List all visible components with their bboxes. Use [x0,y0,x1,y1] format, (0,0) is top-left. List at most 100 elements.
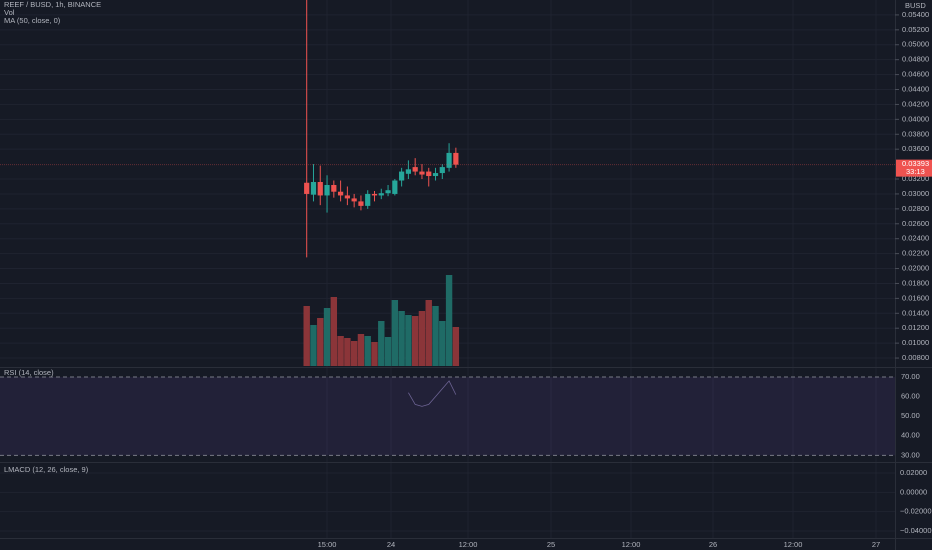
price-tick-label: 0.04200 [902,99,929,108]
price-tick-label: 0.03600 [902,144,929,153]
ma-title: MA (50, close, 0) [4,16,61,25]
volume-bar [303,306,310,366]
volume-bar [398,311,405,366]
last-price-label: 0.03393 [902,159,929,168]
time-label: 12:00 [622,540,641,549]
rsi-title: RSI (14, close) [4,368,54,377]
countdown: 33:13 [906,167,925,176]
volume-bar [405,315,412,366]
price-tick-label: 0.04800 [902,55,929,64]
volume-title: Vol [4,8,15,17]
price-tick-label: 0.02200 [902,249,929,258]
volume-bar [344,338,351,366]
volume-bar [310,325,317,366]
candle-body [324,184,330,196]
candle-body [426,171,432,177]
price-tick-label: 0.03200 [902,174,929,183]
candle-body [439,167,445,174]
candle-body [385,190,391,194]
price-tick-label: 0.02400 [902,234,929,243]
time-label: 12:00 [459,540,478,549]
price-tick-label: 0.00800 [902,353,929,362]
rsi-tick-label: 60.00 [901,392,920,401]
volume-bar [418,311,426,366]
candle-body [310,182,317,195]
candle-body [344,195,350,199]
volume-bar [425,300,432,366]
volume-bar [391,300,399,366]
price-tick-label: 0.04000 [902,114,929,123]
candle-body [304,182,310,194]
rsi-band [0,377,895,456]
candle-body [392,180,398,194]
time-label: 27 [872,540,880,549]
rsi-tick-label: 50.00 [901,411,920,420]
macd-tick-label: 0.02000 [900,468,927,477]
volume-bar [439,321,446,366]
price-tick-label: 0.02600 [902,219,929,228]
volume-bar [330,297,338,366]
volume-bar [323,308,331,366]
candle-body [371,193,378,196]
candle-body [453,152,459,165]
candle-body [432,173,439,177]
symbol-title: REEF / BUSD, 1h, BINANCE [4,0,101,9]
candle-body [419,171,425,175]
price-tick-label: 0.04400 [902,84,929,93]
volume-bar [357,334,365,366]
candle-body [358,201,364,206]
price-tag [896,159,932,177]
volume-bar [350,341,358,366]
volume-bar [364,336,371,366]
macd-tick-label: 0.00000 [900,487,927,496]
price-tick-label: 0.05400 [902,10,929,19]
candle-body [405,169,411,174]
volume-bar [371,342,378,366]
rsi-tick-label: 70.00 [901,372,920,381]
time-label: 25 [547,540,555,549]
candle-body [378,193,384,196]
volume-bar [384,337,392,366]
volume-bar [337,336,344,366]
time-label: 12:00 [784,540,803,549]
price-tick-label: 0.01200 [902,323,929,332]
volume-bar [317,318,324,366]
candle-body [365,193,371,206]
volume-bar [411,316,419,366]
grid [0,0,895,538]
price-tick-label: 0.01000 [902,338,929,347]
candle-body [399,171,405,181]
price-tick-label: 0.05200 [902,25,929,34]
price-tick-label: 0.01600 [902,293,929,302]
candle-body [338,191,344,196]
price-tick-label: 0.02000 [902,264,929,273]
macd-tick-label: −0.02000 [900,507,932,516]
rsi-tick-label: 40.00 [901,431,920,440]
candle-body [351,198,357,202]
time-label: 24 [387,540,395,549]
price-tick-label: 0.05000 [902,40,929,49]
time-label: 15:00 [318,540,337,549]
time-label: 26 [709,540,717,549]
candle-body [331,184,337,192]
price-tick-label: 0.04600 [902,70,929,79]
volume-bar [445,275,453,366]
candle-body [446,152,452,168]
volume-bar [452,327,460,366]
currency: BUSD [905,1,926,10]
price-tick-label: 0.03000 [902,189,929,198]
price-tick-label: 0.02800 [902,204,929,213]
macd-tick-label: −0.04000 [900,526,932,535]
macd-title: LMACD (12, 26, close, 9) [4,465,89,474]
price-tick-label: 0.01400 [902,308,929,317]
price-tick-label: 0.03800 [902,129,929,138]
rsi-tick-label: 30.00 [901,450,920,459]
volume-bar [378,321,385,366]
rsi-line [408,380,457,407]
candle-body [317,182,323,196]
volume-bar [432,306,439,366]
price-tick-label: 0.01800 [902,278,929,287]
candles [304,0,459,258]
